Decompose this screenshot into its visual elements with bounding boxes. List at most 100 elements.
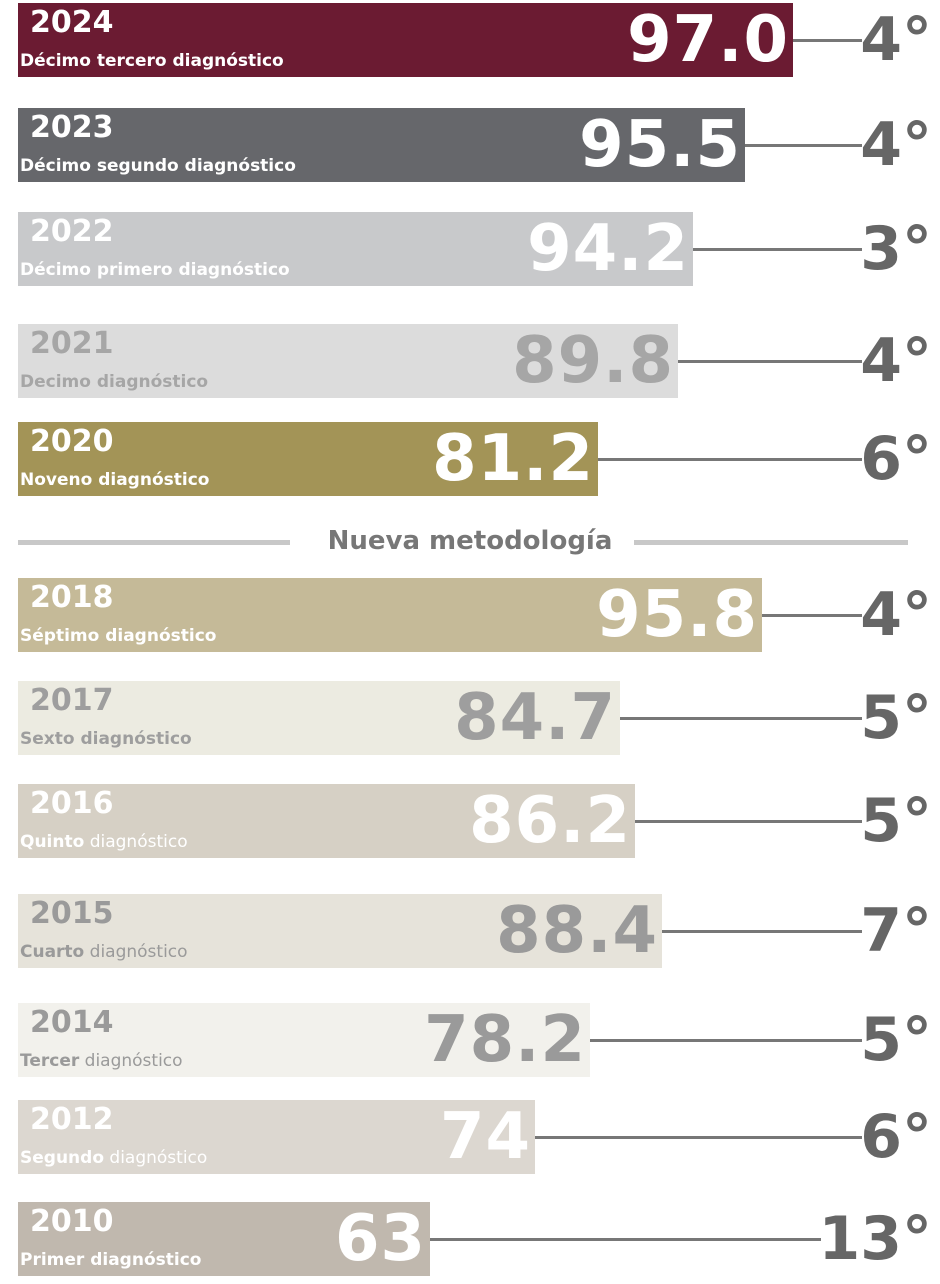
label-bold: Segundo [20, 1148, 104, 1168]
label-text: Noveno diagnóstico [20, 470, 210, 490]
year: 2022 [30, 214, 114, 249]
score: 95.5 [579, 108, 741, 182]
row: 2012 Segundo diagnóstico 74 6° [0, 1100, 940, 1174]
label-text: Decimo diagnóstico [20, 372, 209, 392]
score: 95.8 [596, 578, 758, 652]
row: 2014 Tercer diagnóstico 78.2 5° [0, 1003, 940, 1077]
divider-line [634, 540, 908, 545]
label: Séptimo diagnóstico [20, 624, 216, 648]
score: 97.0 [627, 3, 789, 77]
connector [620, 717, 863, 720]
row: 2015 Cuarto diagnóstico 88.4 7° [0, 894, 940, 968]
year: 2015 [30, 896, 114, 931]
score: 78.2 [424, 1003, 586, 1077]
year: 2021 [30, 326, 114, 361]
label: Decimo diagnóstico [20, 370, 208, 394]
score: 89.8 [512, 324, 674, 398]
label-bold: Quinto [20, 832, 85, 852]
year: 2018 [30, 580, 114, 615]
label-text: Décimo primero diagnóstico [20, 260, 290, 280]
label: Décimo primero diagnóstico [20, 258, 290, 282]
score: 81.2 [432, 422, 594, 496]
row: 2017 Sexto diagnóstico 84.7 5° [0, 681, 940, 755]
connector [662, 930, 863, 933]
label-rest: diagnóstico [109, 1148, 208, 1168]
label-rest: diagnóstico [89, 942, 188, 962]
score: 94.2 [527, 212, 689, 286]
year: 2020 [30, 424, 114, 459]
label: Tercer diagnóstico [20, 1049, 183, 1073]
row: 2018 Séptimo diagnóstico 95.8 4° [0, 578, 940, 652]
rank: 6° [860, 1102, 932, 1172]
year: 2024 [30, 5, 114, 40]
score: 63 [334, 1202, 426, 1276]
row: 2020 Noveno diagnóstico 81.2 6° [0, 422, 940, 496]
connector [762, 614, 863, 617]
row: 2010 Primer diagnóstico 63 13° [0, 1202, 940, 1276]
year: 2016 [30, 786, 114, 821]
score: 88.4 [496, 894, 658, 968]
label: Décimo tercero diagnóstico [20, 49, 284, 73]
rank: 6° [860, 424, 932, 494]
score: 86.2 [469, 784, 631, 858]
bar [18, 894, 662, 968]
connector [678, 360, 863, 363]
rank: 5° [860, 1005, 932, 1075]
divider-line [18, 540, 290, 545]
rank: 4° [860, 326, 932, 396]
connector [535, 1136, 863, 1139]
bar [18, 578, 762, 652]
connector [745, 144, 863, 147]
bar [18, 3, 793, 77]
year: 2014 [30, 1005, 114, 1040]
bar [18, 1003, 590, 1077]
row: 2023 Décimo segundo diagnóstico 95.5 4° [0, 108, 940, 182]
rank: 5° [860, 786, 932, 856]
label: Segundo diagnóstico [20, 1146, 207, 1170]
label: Décimo segundo diagnóstico [20, 154, 296, 178]
label: Primer diagnóstico [20, 1248, 201, 1272]
label-text: Décimo segundo diagnóstico [20, 156, 296, 176]
label-bold: Cuarto [20, 942, 85, 962]
divider-text: Nueva metodología [327, 526, 613, 556]
connector [635, 820, 863, 823]
rank: 3° [860, 214, 932, 284]
bar [18, 324, 678, 398]
label-rest: diagnóstico [84, 1051, 183, 1071]
connector [598, 458, 863, 461]
year: 2017 [30, 683, 114, 718]
rank: 13° [818, 1204, 933, 1274]
connector [693, 248, 863, 251]
rank: 4° [860, 110, 932, 180]
row: 2022 Décimo primero diagnóstico 94.2 3° [0, 212, 940, 286]
bar [18, 212, 693, 286]
year: 2023 [30, 110, 114, 145]
label-rest: diagnóstico [89, 832, 188, 852]
year: 2010 [30, 1204, 114, 1239]
bar [18, 1100, 535, 1174]
bar [18, 422, 598, 496]
row: 2016 Quinto diagnóstico 86.2 5° [0, 784, 940, 858]
row: 2024 Décimo tercero diagnóstico 97.0 4° [0, 3, 940, 77]
rank: 7° [860, 896, 932, 966]
label-text: Primer diagnóstico [20, 1250, 202, 1270]
label: Noveno diagnóstico [20, 468, 209, 492]
rank: 4° [860, 580, 932, 650]
bar [18, 108, 745, 182]
bar [18, 681, 620, 755]
score: 74 [439, 1100, 531, 1174]
label-text: Sexto diagnóstico [20, 729, 192, 749]
rank: 5° [860, 683, 932, 753]
label-text: Séptimo diagnóstico [20, 626, 217, 646]
divider: Nueva metodología [0, 526, 940, 556]
bar [18, 1202, 430, 1276]
bar [18, 784, 635, 858]
label: Cuarto diagnóstico [20, 940, 188, 964]
label-bold: Tercer [20, 1051, 80, 1071]
connector [793, 39, 863, 42]
label: Sexto diagnóstico [20, 727, 192, 751]
connector [590, 1039, 863, 1042]
rank: 4° [860, 5, 932, 75]
connector [430, 1238, 821, 1241]
